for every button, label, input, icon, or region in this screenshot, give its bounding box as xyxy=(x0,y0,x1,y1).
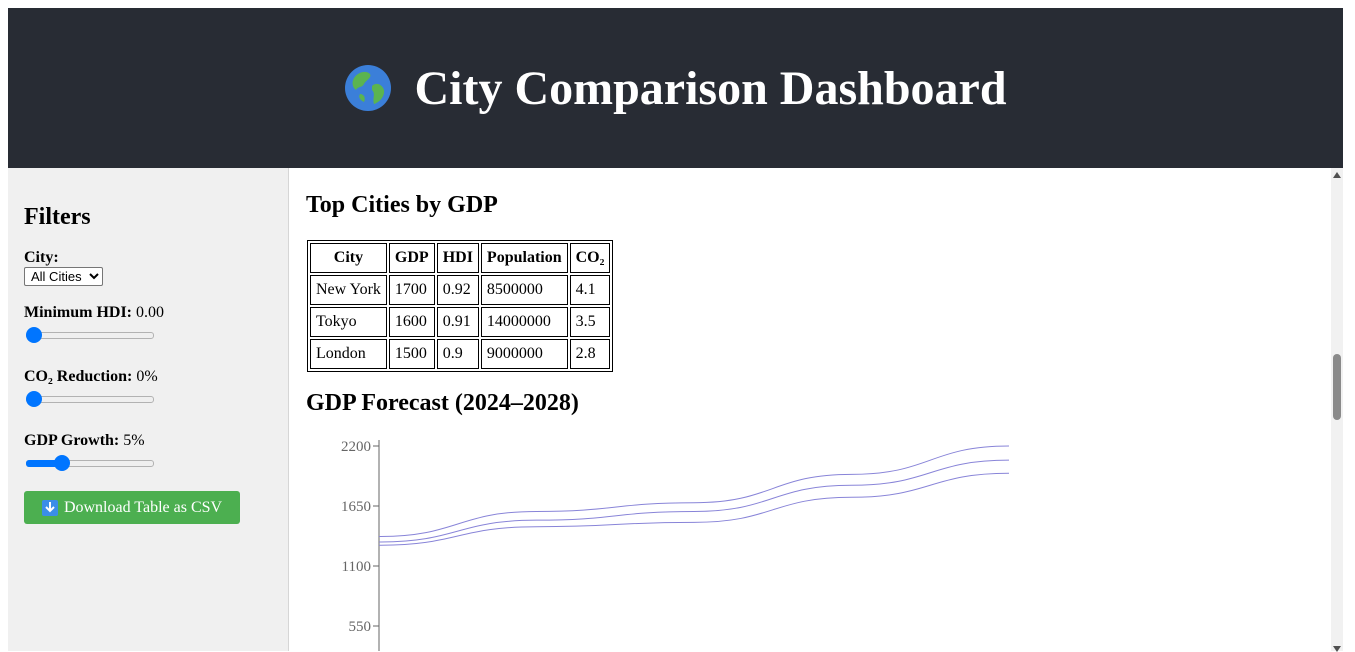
table-cell: 0.91 xyxy=(436,307,479,337)
table-row: Tokyo 1600 0.91 14000000 3.5 xyxy=(310,307,611,337)
table-cell: 8500000 xyxy=(480,275,568,305)
download-csv-button[interactable]: Download Table as CSV xyxy=(24,491,240,524)
table-cell: Tokyo xyxy=(310,307,387,337)
min-hdi-label: Minimum HDI: 0.00 xyxy=(24,304,164,321)
table-header-cell: GDP xyxy=(388,243,435,273)
co2-reduction-filter: CO₂ Reduction: 0% xyxy=(24,368,272,407)
table-cell: 2.8 xyxy=(569,339,611,369)
page: City Comparison Dashboard Filters City: … xyxy=(8,8,1343,652)
min-hdi-slider[interactable] xyxy=(24,326,154,343)
gdp-growth-slider-thumb[interactable] xyxy=(54,455,70,471)
co2-reduction-slider[interactable] xyxy=(24,390,154,407)
table-cell: 1700 xyxy=(388,275,435,305)
min-hdi-slider-thumb[interactable] xyxy=(26,327,42,343)
table-header-row: City GDP HDI Population CO₂ xyxy=(310,243,611,273)
table-cell: 9000000 xyxy=(480,339,568,369)
table-cell: 1600 xyxy=(388,307,435,337)
gdp-growth-filter: GDP Growth: 5% xyxy=(24,432,272,471)
scrollbar-thumb[interactable] xyxy=(1333,354,1341,420)
table-title: Top Cities by GDP xyxy=(306,192,498,218)
table-cell: 14000000 xyxy=(480,307,568,337)
co2-reduction-value: 0% xyxy=(136,368,158,385)
header: City Comparison Dashboard xyxy=(8,8,1343,168)
table-cell: New York xyxy=(310,275,387,305)
gdp-table: City GDP HDI Population CO₂ New York 170… xyxy=(307,240,614,372)
gdp-growth-label: GDP Growth: 5% xyxy=(24,432,145,449)
table-header-cell: CO₂ xyxy=(569,243,611,273)
main-content: Top Cities by GDP City GDP HDI Populatio… xyxy=(290,168,1331,651)
scroll-down-arrow-icon[interactable] xyxy=(1333,646,1341,652)
table-header-cell: Population xyxy=(480,243,568,273)
scroll-up-arrow-icon[interactable] xyxy=(1333,172,1341,178)
table-cell: London xyxy=(310,339,387,369)
download-csv-label: Download Table as CSV xyxy=(63,498,223,516)
y-tick-label: 1650 xyxy=(341,499,371,515)
page-title-text: City Comparison Dashboard xyxy=(414,61,1007,115)
globe-icon xyxy=(345,65,392,111)
vertical-scrollbar[interactable] xyxy=(1331,168,1343,652)
table-cell: 4.1 xyxy=(569,275,611,305)
table-cell: 0.92 xyxy=(436,275,479,305)
city-label: City: xyxy=(24,249,59,266)
gdp-growth-value: 5% xyxy=(123,432,145,449)
page-title: City Comparison Dashboard xyxy=(344,61,1007,116)
y-tick-label: 2200 xyxy=(341,439,371,455)
min-hdi-filter: Minimum HDI: 0.00 xyxy=(24,304,272,343)
gdp-forecast-chart: 550 1100 1650 2200 xyxy=(341,439,1010,651)
series-line-london xyxy=(378,472,1010,546)
chart-title: GDP Forecast (2024–2028) xyxy=(306,390,579,416)
y-tick-label: 1100 xyxy=(342,559,371,575)
filters-sidebar: Filters City: All Cities Minimum HDI: 0.… xyxy=(8,168,289,651)
download-arrow-icon xyxy=(41,499,58,516)
co2-reduction-slider-thumb[interactable] xyxy=(26,391,42,407)
table-cell: 3.5 xyxy=(569,307,611,337)
table-cell: 1500 xyxy=(388,339,435,369)
filters-title: Filters xyxy=(24,204,91,230)
series-line-tokyo xyxy=(378,459,1010,543)
min-hdi-value: 0.00 xyxy=(136,304,164,321)
series-line-new-york xyxy=(378,445,1010,538)
city-select[interactable]: All Cities xyxy=(24,267,103,286)
table-header-cell: HDI xyxy=(436,243,479,273)
table-header-cell: City xyxy=(310,243,387,273)
y-tick-label: 550 xyxy=(349,619,372,635)
table-cell: 0.9 xyxy=(436,339,479,369)
gdp-growth-slider[interactable] xyxy=(24,454,154,471)
co2-reduction-label: CO₂ Reduction: 0% xyxy=(24,368,158,385)
table-row: New York 1700 0.92 8500000 4.1 xyxy=(310,275,611,305)
table-row: London 1500 0.9 9000000 2.8 xyxy=(310,339,611,369)
